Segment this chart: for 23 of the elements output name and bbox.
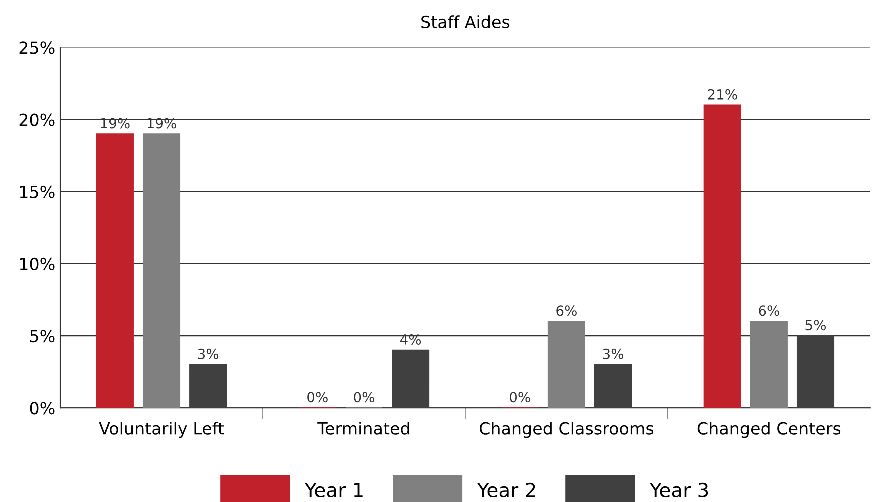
x-tick-label: Changed Centers <box>698 422 841 438</box>
chart-title: Staff Aides <box>422 16 510 28</box>
y-tick-label: 0% <box>30 402 55 415</box>
legend-label: Year 1 <box>304 483 363 498</box>
y-tick-label: 5% <box>30 330 55 343</box>
data-label: 0% <box>354 392 374 403</box>
data-label: 0% <box>510 392 530 403</box>
y-tick-label: 20% <box>20 114 55 126</box>
legend-label: Year 2 <box>477 482 536 498</box>
y-tick-label: 25% <box>20 42 55 54</box>
data-label: 3% <box>198 348 219 360</box>
data-label: 6% <box>759 306 780 316</box>
data-label: 3% <box>603 348 624 360</box>
x-tick-label: Terminated <box>318 422 410 435</box>
data-label: 6% <box>556 306 577 316</box>
data-label: 21% <box>708 89 738 100</box>
x-tick-label: Voluntarily Left <box>99 422 224 438</box>
legend-label: Year 3 <box>650 482 708 498</box>
y-tick-label: 10% <box>20 258 55 271</box>
data-label: 5% <box>806 320 826 331</box>
y-tick-label: 15% <box>20 186 55 198</box>
data-label: 0% <box>308 392 328 403</box>
x-tick-label: Changed Classrooms <box>480 422 654 438</box>
